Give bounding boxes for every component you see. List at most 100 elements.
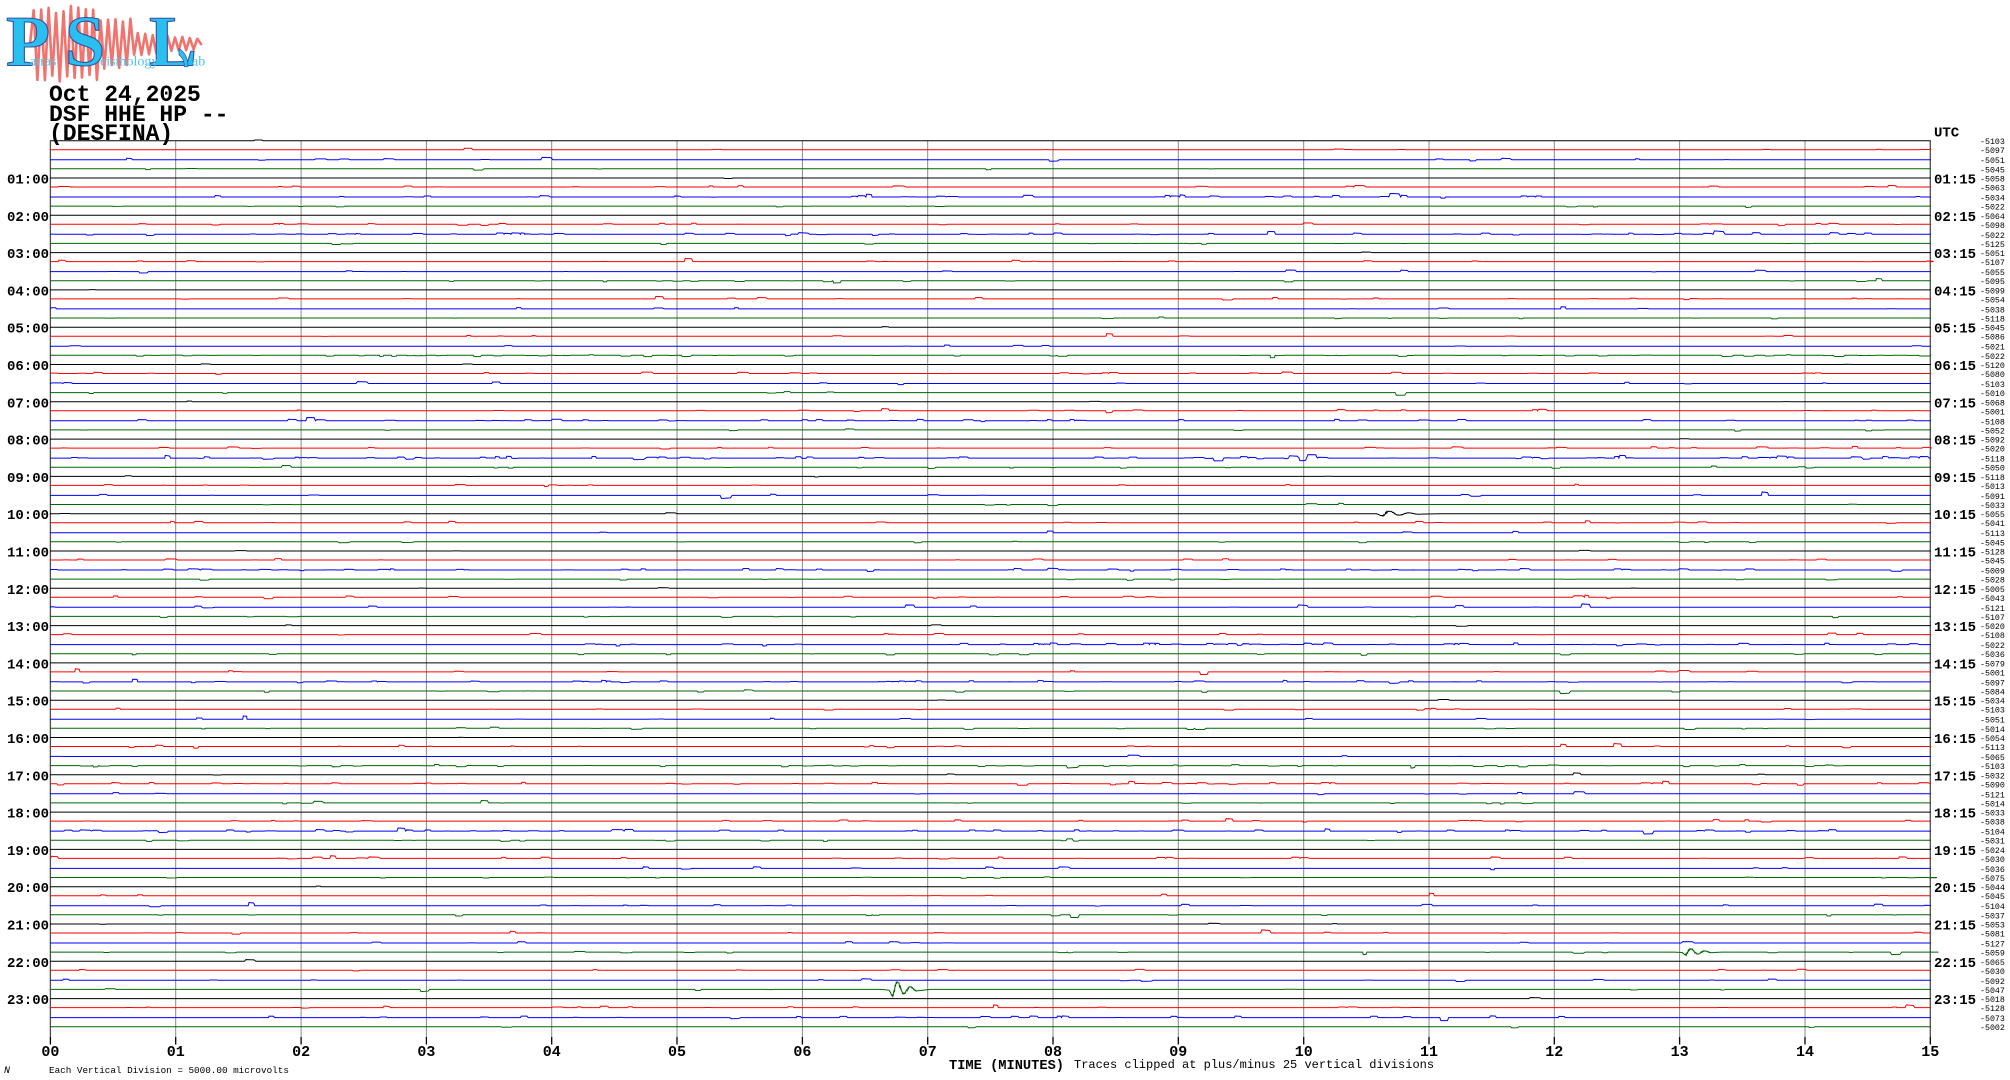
svg-text:-5036: -5036 xyxy=(1980,651,2005,660)
svg-text:13: 13 xyxy=(1671,1044,1689,1061)
svg-text:-5028: -5028 xyxy=(1980,577,2005,586)
svg-text:-5053: -5053 xyxy=(1980,922,2005,931)
svg-text:-5050: -5050 xyxy=(1980,465,2005,474)
svg-text:TIME (MINUTES): TIME (MINUTES) xyxy=(949,1059,1064,1074)
svg-text:15: 15 xyxy=(1921,1044,1939,1061)
svg-text:06: 06 xyxy=(793,1044,811,1061)
svg-text:23:00: 23:00 xyxy=(7,993,49,1009)
svg-text:-5041: -5041 xyxy=(1980,520,2005,529)
svg-text:-5118: -5118 xyxy=(1980,474,2005,483)
svg-text:-5051: -5051 xyxy=(1980,157,2005,166)
svg-text:-5121: -5121 xyxy=(1980,791,2005,800)
svg-text:05:15: 05:15 xyxy=(1934,322,1976,338)
svg-text:-5073: -5073 xyxy=(1980,1015,2005,1024)
svg-text:-5030: -5030 xyxy=(1980,968,2005,977)
svg-text:-5054: -5054 xyxy=(1980,735,2005,744)
svg-text:-5118: -5118 xyxy=(1980,316,2005,325)
svg-text:-5064: -5064 xyxy=(1980,213,2005,222)
svg-text:ab: ab xyxy=(192,55,205,70)
svg-text:-5058: -5058 xyxy=(1980,176,2005,185)
svg-text:05: 05 xyxy=(668,1044,686,1061)
svg-text:-5127: -5127 xyxy=(1980,941,2005,950)
svg-text:P: P xyxy=(6,2,50,82)
svg-text:-5045: -5045 xyxy=(1980,893,2005,902)
svg-text:06:00: 06:00 xyxy=(7,359,49,375)
svg-text:-5045: -5045 xyxy=(1980,166,2005,175)
svg-text:-5099: -5099 xyxy=(1980,287,2005,296)
svg-text:16:15: 16:15 xyxy=(1934,732,1976,748)
svg-text:-5113: -5113 xyxy=(1980,530,2005,539)
svg-text:09:00: 09:00 xyxy=(7,471,49,487)
svg-text:-5095: -5095 xyxy=(1980,278,2005,287)
svg-text:-5033: -5033 xyxy=(1980,810,2005,819)
svg-text:02:15: 02:15 xyxy=(1934,210,1976,226)
svg-text:07:00: 07:00 xyxy=(7,396,49,412)
svg-text:-5013: -5013 xyxy=(1980,483,2005,492)
svg-text:12: 12 xyxy=(1545,1044,1563,1061)
svg-text:01: 01 xyxy=(167,1044,185,1061)
svg-text:-5054: -5054 xyxy=(1980,296,2005,305)
svg-text:UTC: UTC xyxy=(1934,126,1960,142)
svg-text:08:15: 08:15 xyxy=(1934,434,1976,450)
svg-text:-5001: -5001 xyxy=(1980,669,2005,678)
svg-text:eismology: eismology xyxy=(100,55,158,70)
svg-text:22:00: 22:00 xyxy=(7,956,49,972)
svg-text:00: 00 xyxy=(41,1044,59,1061)
svg-text:-5120: -5120 xyxy=(1980,362,2005,371)
svg-text:-5065: -5065 xyxy=(1980,754,2005,763)
svg-text:-5043: -5043 xyxy=(1980,595,2005,604)
svg-text:-5037: -5037 xyxy=(1980,912,2005,921)
svg-text:13:00: 13:00 xyxy=(7,620,49,636)
svg-text:-5002: -5002 xyxy=(1980,1024,2005,1033)
svg-text:-5091: -5091 xyxy=(1980,493,2005,502)
svg-text:-5022: -5022 xyxy=(1980,204,2005,213)
svg-text:-5055: -5055 xyxy=(1980,269,2005,278)
svg-text:-5009: -5009 xyxy=(1980,568,2005,577)
svg-text:-5032: -5032 xyxy=(1980,772,2005,781)
svg-text:-5024: -5024 xyxy=(1980,847,2005,856)
svg-text:-5090: -5090 xyxy=(1980,781,2005,790)
svg-text:-5121: -5121 xyxy=(1980,605,2005,614)
svg-text:-5052: -5052 xyxy=(1980,427,2005,436)
svg-text:15:15: 15:15 xyxy=(1934,695,1976,711)
svg-text:L: L xyxy=(149,2,197,82)
svg-text:-5065: -5065 xyxy=(1980,959,2005,968)
svg-text:-5118: -5118 xyxy=(1980,456,2005,465)
svg-text:(DESFINA): (DESFINA) xyxy=(49,121,173,147)
svg-text:14:00: 14:00 xyxy=(7,657,49,673)
svg-text:-5068: -5068 xyxy=(1980,399,2005,408)
svg-text:-5055: -5055 xyxy=(1980,511,2005,520)
svg-text:-5092: -5092 xyxy=(1980,978,2005,987)
svg-text:-5010: -5010 xyxy=(1980,390,2005,399)
svg-text:-5108: -5108 xyxy=(1980,632,2005,641)
svg-text:-5103: -5103 xyxy=(1980,763,2005,772)
svg-text:16:00: 16:00 xyxy=(7,732,49,748)
svg-text:11:15: 11:15 xyxy=(1934,546,1976,562)
svg-text:14:15: 14:15 xyxy=(1934,657,1976,673)
svg-text:-5047: -5047 xyxy=(1980,987,2005,996)
svg-text:-5045: -5045 xyxy=(1980,539,2005,548)
svg-text:-5033: -5033 xyxy=(1980,502,2005,511)
svg-text:17:00: 17:00 xyxy=(7,769,49,785)
svg-text:-5020: -5020 xyxy=(1980,623,2005,632)
svg-text:-5092: -5092 xyxy=(1980,437,2005,446)
svg-text:-5020: -5020 xyxy=(1980,446,2005,455)
svg-text:-5128: -5128 xyxy=(1980,1005,2005,1014)
svg-text:-5097: -5097 xyxy=(1980,679,2005,688)
svg-text:-5086: -5086 xyxy=(1980,334,2005,343)
svg-text:-5079: -5079 xyxy=(1980,660,2005,669)
svg-text:-5051: -5051 xyxy=(1980,250,2005,259)
svg-text:-5018: -5018 xyxy=(1980,996,2005,1005)
svg-text:-5125: -5125 xyxy=(1980,241,2005,250)
svg-text:-5021: -5021 xyxy=(1980,344,2005,353)
svg-text:12:00: 12:00 xyxy=(7,583,49,599)
svg-text:18:15: 18:15 xyxy=(1934,807,1976,823)
svg-text:-5045: -5045 xyxy=(1980,558,2005,567)
svg-text:01:15: 01:15 xyxy=(1934,173,1976,189)
svg-text:15:00: 15:00 xyxy=(7,695,49,711)
svg-text:-5051: -5051 xyxy=(1980,717,2005,726)
svg-text:-5001: -5001 xyxy=(1980,408,2005,417)
svg-text:-5005: -5005 xyxy=(1980,586,2005,595)
svg-text:10:00: 10:00 xyxy=(7,508,49,524)
svg-text:-5103: -5103 xyxy=(1980,138,2005,147)
